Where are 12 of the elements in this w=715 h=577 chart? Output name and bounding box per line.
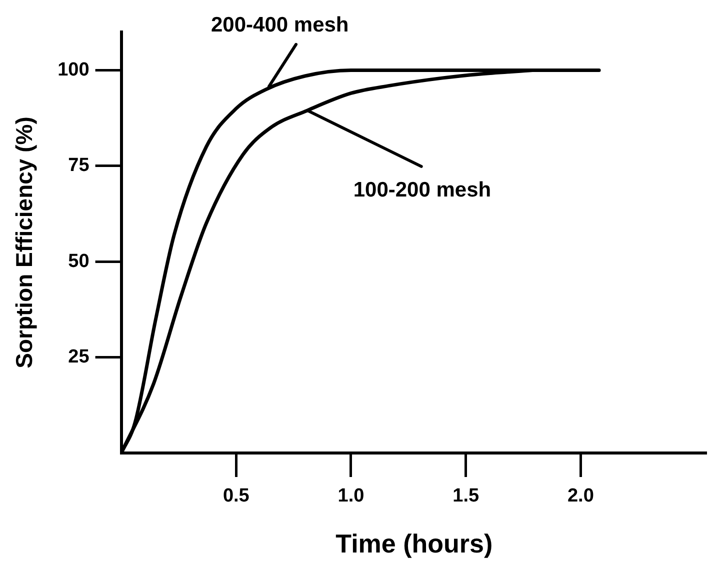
x-tick-label: 1.0 <box>338 486 364 507</box>
annotation: 200-400 mesh <box>211 13 349 36</box>
x-axis-title: Time (hours) <box>336 528 493 559</box>
y-tick-label: 100 <box>58 60 90 81</box>
annotation: 100-200 mesh <box>353 178 492 202</box>
x-tick-label: 0.5 <box>222 486 250 507</box>
x-tick-label: 1.5 <box>452 486 480 507</box>
y-tick-label: 50 <box>68 250 90 272</box>
x-tick-label: 2.0 <box>567 486 594 507</box>
y-axis-title: Sorption Efficiency (%) <box>11 116 38 368</box>
y-tick-label: 25 <box>68 346 90 368</box>
y-tick-label: 75 <box>68 155 90 176</box>
